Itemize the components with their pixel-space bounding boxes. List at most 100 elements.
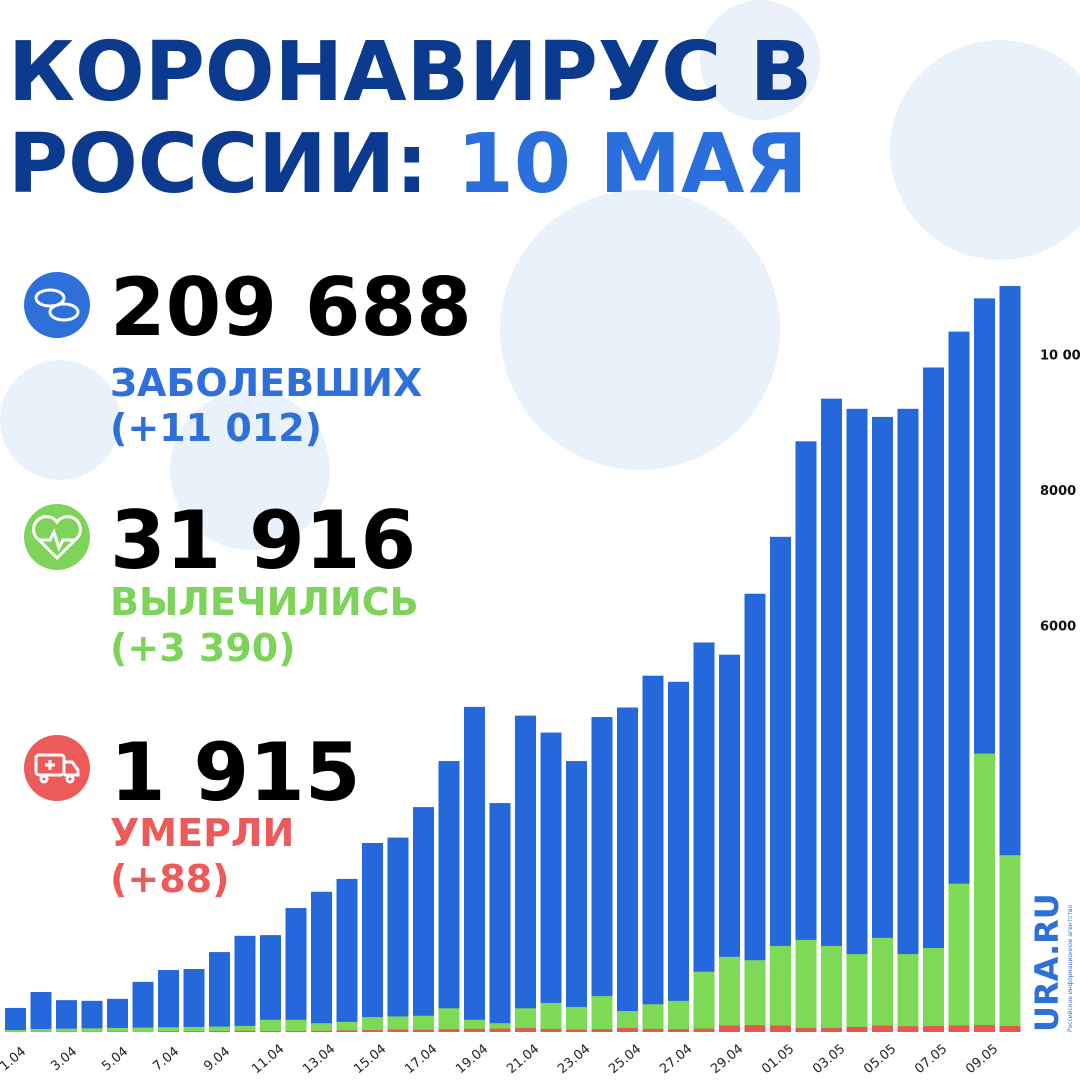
bar bbox=[744, 1025, 766, 1032]
bar bbox=[770, 536, 791, 1032]
bar bbox=[209, 1026, 230, 1032]
bar bbox=[489, 1023, 511, 1032]
stat-change: (+11 012) bbox=[110, 406, 322, 450]
bar bbox=[642, 1004, 664, 1032]
bar bbox=[285, 908, 307, 1032]
bar bbox=[668, 1029, 689, 1032]
bar bbox=[617, 1027, 638, 1032]
bar bbox=[56, 1000, 77, 1032]
icon-glyph bbox=[32, 515, 82, 561]
bar bbox=[413, 1015, 434, 1032]
bar bbox=[897, 1026, 919, 1032]
bar bbox=[81, 1000, 103, 1032]
bar bbox=[999, 286, 1021, 1032]
bar bbox=[591, 996, 613, 1032]
x-tick-label: 09.05 bbox=[963, 1042, 1001, 1077]
bar bbox=[693, 971, 715, 1032]
bar bbox=[999, 1026, 1021, 1032]
bar bbox=[464, 706, 485, 1032]
stat-label: ЗАБОЛЕВШИХ bbox=[110, 361, 422, 405]
bar bbox=[566, 1006, 587, 1032]
bar bbox=[821, 398, 842, 1032]
bar bbox=[795, 939, 817, 1032]
stat-cases: 209 688 ЗАБОЛЕВШИХ (+11 012) bbox=[24, 261, 472, 450]
bar bbox=[846, 1026, 868, 1032]
bar bbox=[438, 1029, 460, 1032]
bar bbox=[566, 761, 587, 1032]
x-tick-label: 21.04 bbox=[504, 1042, 542, 1077]
bar bbox=[591, 717, 613, 1032]
x-tick-label: 29.04 bbox=[708, 1042, 746, 1077]
bar bbox=[872, 1025, 893, 1032]
x-tick-label: 11.04 bbox=[249, 1042, 287, 1077]
stat-change: (+88) bbox=[110, 857, 229, 901]
bar bbox=[183, 969, 205, 1032]
bar bbox=[948, 331, 970, 1032]
bar bbox=[974, 753, 995, 1032]
x-tick-label: 3.04 bbox=[48, 1044, 80, 1074]
logo: URA.RU bbox=[1028, 893, 1066, 1032]
icon bbox=[24, 735, 90, 801]
stat-change: (+3 390) bbox=[110, 626, 296, 670]
bar bbox=[515, 715, 536, 1032]
bar bbox=[260, 1019, 281, 1032]
bar bbox=[821, 1028, 842, 1032]
bar bbox=[285, 1019, 307, 1032]
icon-glyph bbox=[34, 753, 80, 784]
bar bbox=[566, 1029, 587, 1032]
bar bbox=[362, 1030, 383, 1032]
bar bbox=[948, 1025, 970, 1032]
bar bbox=[30, 992, 52, 1032]
title-text: РОССИИ: bbox=[8, 117, 428, 212]
bar bbox=[668, 1000, 689, 1032]
bar bbox=[846, 408, 868, 1032]
bar bbox=[362, 1017, 383, 1032]
bar bbox=[795, 1028, 817, 1032]
stat-label: ВЫЛЕЧИЛИСЬ bbox=[110, 580, 419, 624]
bar bbox=[872, 416, 893, 1032]
bar bbox=[923, 948, 944, 1032]
stat-number: 1 915 bbox=[110, 726, 361, 819]
bar bbox=[744, 593, 766, 1032]
x-tick-label: 15.04 bbox=[351, 1042, 389, 1077]
bar bbox=[81, 1028, 103, 1032]
bar bbox=[438, 1008, 460, 1032]
y-tick-label: 8000 bbox=[1040, 484, 1076, 499]
bar bbox=[591, 1029, 613, 1032]
bar bbox=[540, 732, 562, 1032]
x-tick-label: 05.05 bbox=[861, 1042, 899, 1077]
bar bbox=[260, 1031, 281, 1032]
bar bbox=[132, 1027, 154, 1032]
bar bbox=[846, 954, 868, 1032]
bar bbox=[821, 945, 842, 1032]
stat-number: 31 916 bbox=[110, 494, 416, 587]
y-tick-label: 6000 bbox=[1040, 620, 1076, 635]
bar bbox=[540, 1028, 562, 1032]
bar bbox=[744, 960, 766, 1032]
bar bbox=[5, 1029, 26, 1032]
bar bbox=[770, 945, 791, 1032]
bar bbox=[668, 681, 689, 1032]
bar bbox=[234, 1025, 256, 1032]
stat-number: 209 688 bbox=[110, 261, 472, 354]
x-tick-label: 03.05 bbox=[810, 1042, 848, 1077]
bar bbox=[234, 935, 256, 1032]
x-tick-label: 5.04 bbox=[99, 1044, 131, 1074]
bar bbox=[617, 1011, 638, 1032]
x-tick-label: 9.04 bbox=[201, 1044, 233, 1074]
x-tick-label: 13.04 bbox=[300, 1042, 338, 1077]
bar bbox=[515, 1028, 536, 1032]
bar bbox=[336, 1030, 358, 1032]
bar bbox=[770, 1025, 791, 1032]
bar bbox=[311, 891, 332, 1032]
x-tick-label: 27.04 bbox=[657, 1042, 695, 1077]
bar bbox=[336, 1021, 358, 1032]
bar bbox=[158, 1027, 179, 1032]
x-tick-label: 17.04 bbox=[402, 1042, 440, 1077]
icon-glyph bbox=[34, 288, 80, 322]
bar bbox=[209, 1031, 230, 1032]
bar bbox=[362, 843, 383, 1032]
stat-deaths: 1 915 УМЕРЛИ (+88) bbox=[24, 726, 361, 901]
bar bbox=[897, 954, 919, 1032]
bar bbox=[132, 981, 154, 1032]
